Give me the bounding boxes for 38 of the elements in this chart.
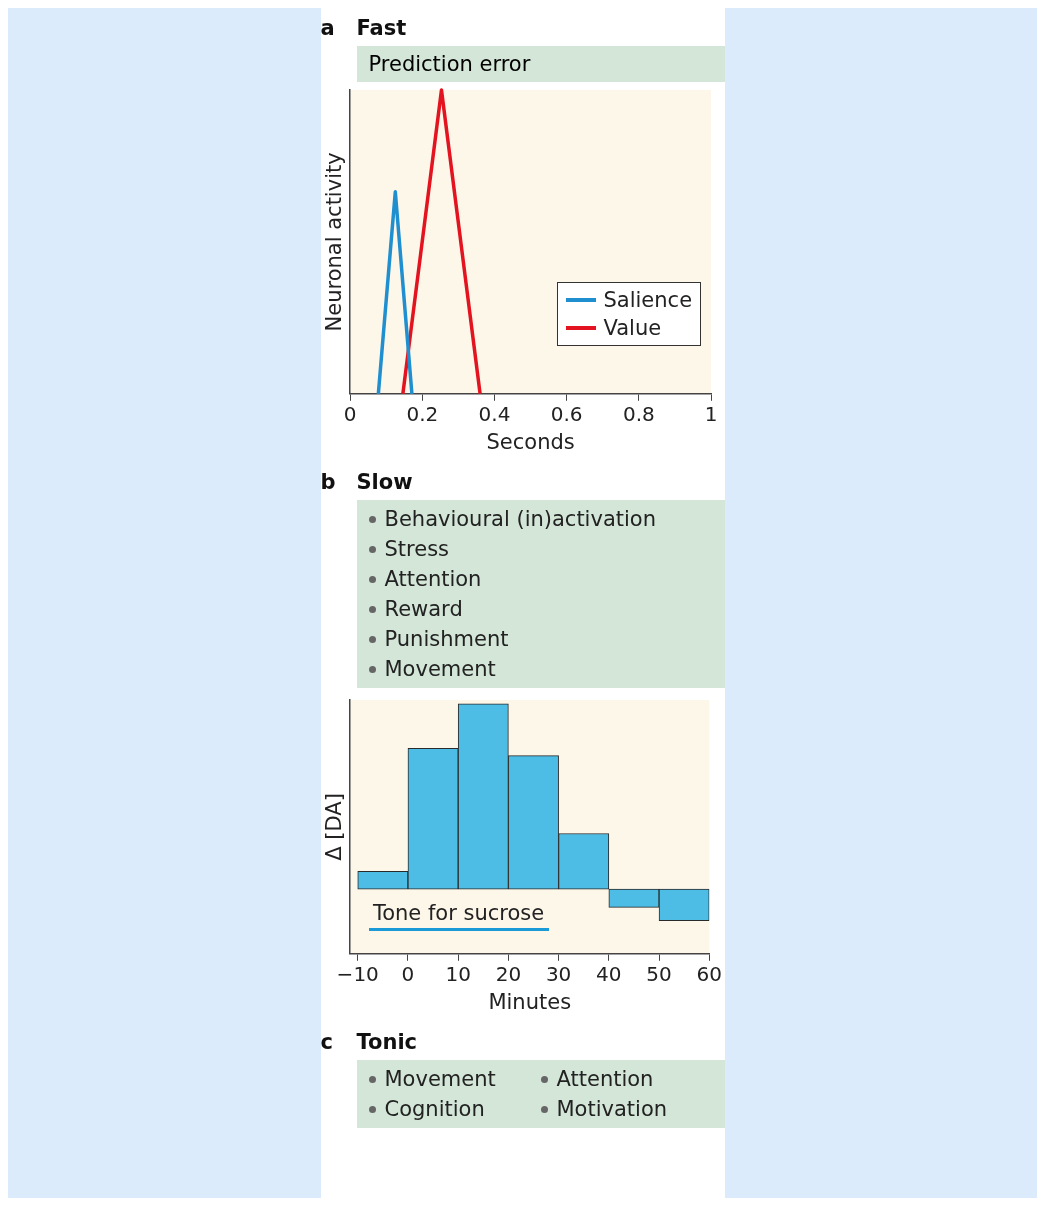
text: Motivation bbox=[556, 1096, 668, 1123]
chart-title: Fast bbox=[356, 16, 407, 40]
annotation: Tone for sucrose bbox=[368, 900, 549, 931]
text: Movement bbox=[384, 1066, 496, 1093]
x-tick-label: 0.6 bbox=[550, 402, 583, 426]
x-tick-label: 40 bbox=[595, 962, 622, 986]
x-tick-label: 10 bbox=[444, 962, 471, 986]
text: Cognition bbox=[384, 1096, 485, 1123]
text: Behavioural (in)activation bbox=[384, 506, 656, 533]
text: Attention bbox=[384, 566, 482, 593]
x-tick-label: 0 bbox=[343, 402, 357, 426]
x-tick-label: 0 bbox=[401, 962, 414, 986]
text: Stress bbox=[384, 536, 450, 563]
x-axis-title: Seconds bbox=[485, 429, 575, 454]
text: Movement bbox=[384, 656, 496, 683]
x-tick-label: 60 bbox=[696, 962, 722, 986]
x-tick-label: 20 bbox=[495, 962, 521, 986]
x-tick-label: −10 bbox=[336, 962, 379, 986]
legend-label: Value bbox=[603, 314, 662, 342]
y-axis-title: Neuronal activity bbox=[321, 152, 346, 332]
x-tick-label: 1 bbox=[704, 402, 717, 426]
text: Reward bbox=[384, 596, 463, 623]
y-axis-title: Δ [DA] bbox=[321, 793, 346, 861]
chart-subtitle: Prediction error bbox=[356, 46, 725, 82]
text: a bbox=[320, 16, 336, 40]
x-tick-label: 30 bbox=[545, 962, 571, 986]
x-tick-label: 0.2 bbox=[405, 402, 438, 426]
text: c bbox=[320, 1030, 334, 1054]
x-axis-title: Minutes bbox=[487, 989, 571, 1014]
text: b bbox=[320, 470, 337, 494]
legend-label: Salience bbox=[603, 286, 693, 314]
text: Tonic bbox=[356, 1030, 418, 1054]
x-tick-label: 0.8 bbox=[622, 402, 655, 426]
text: Punishment bbox=[384, 626, 509, 653]
x-tick-label: 0.4 bbox=[478, 402, 510, 426]
chart-title: Slow bbox=[356, 470, 413, 494]
x-tick-label: 50 bbox=[645, 962, 672, 986]
text: Attention bbox=[556, 1066, 654, 1093]
